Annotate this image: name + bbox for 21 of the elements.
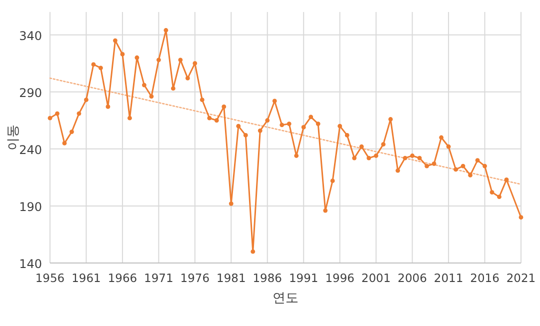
y-tick-label: 340: [19, 28, 42, 43]
x-tick-label: 2001: [361, 271, 391, 285]
y-tick-label: 140: [19, 257, 42, 271]
x-tick-label: 1981: [216, 271, 246, 285]
x-tick-label: 2016: [470, 271, 500, 285]
y-tick-label: 190: [19, 200, 42, 214]
x-axis-title: 연도: [272, 291, 298, 306]
x-tick-label: 2011: [434, 271, 464, 285]
y-tick-label: 240: [19, 142, 42, 157]
x-tick-label: 1991: [288, 271, 318, 285]
x-tick-label: 2021: [506, 271, 536, 285]
x-tick-label: 1971: [144, 271, 174, 285]
x-tick-label: 1966: [108, 271, 138, 285]
x-tick-label: 1996: [325, 271, 354, 285]
x-tick-label: 1986: [252, 271, 282, 285]
y-axis-title: 이동: [6, 124, 21, 150]
x-tick-label: 1956: [35, 271, 65, 285]
x-tick-label: 1976: [180, 271, 210, 285]
y-tick-label: 290: [19, 86, 42, 100]
x-tick-label: 1961: [72, 271, 101, 285]
x-tick-label: 2006: [398, 271, 427, 285]
